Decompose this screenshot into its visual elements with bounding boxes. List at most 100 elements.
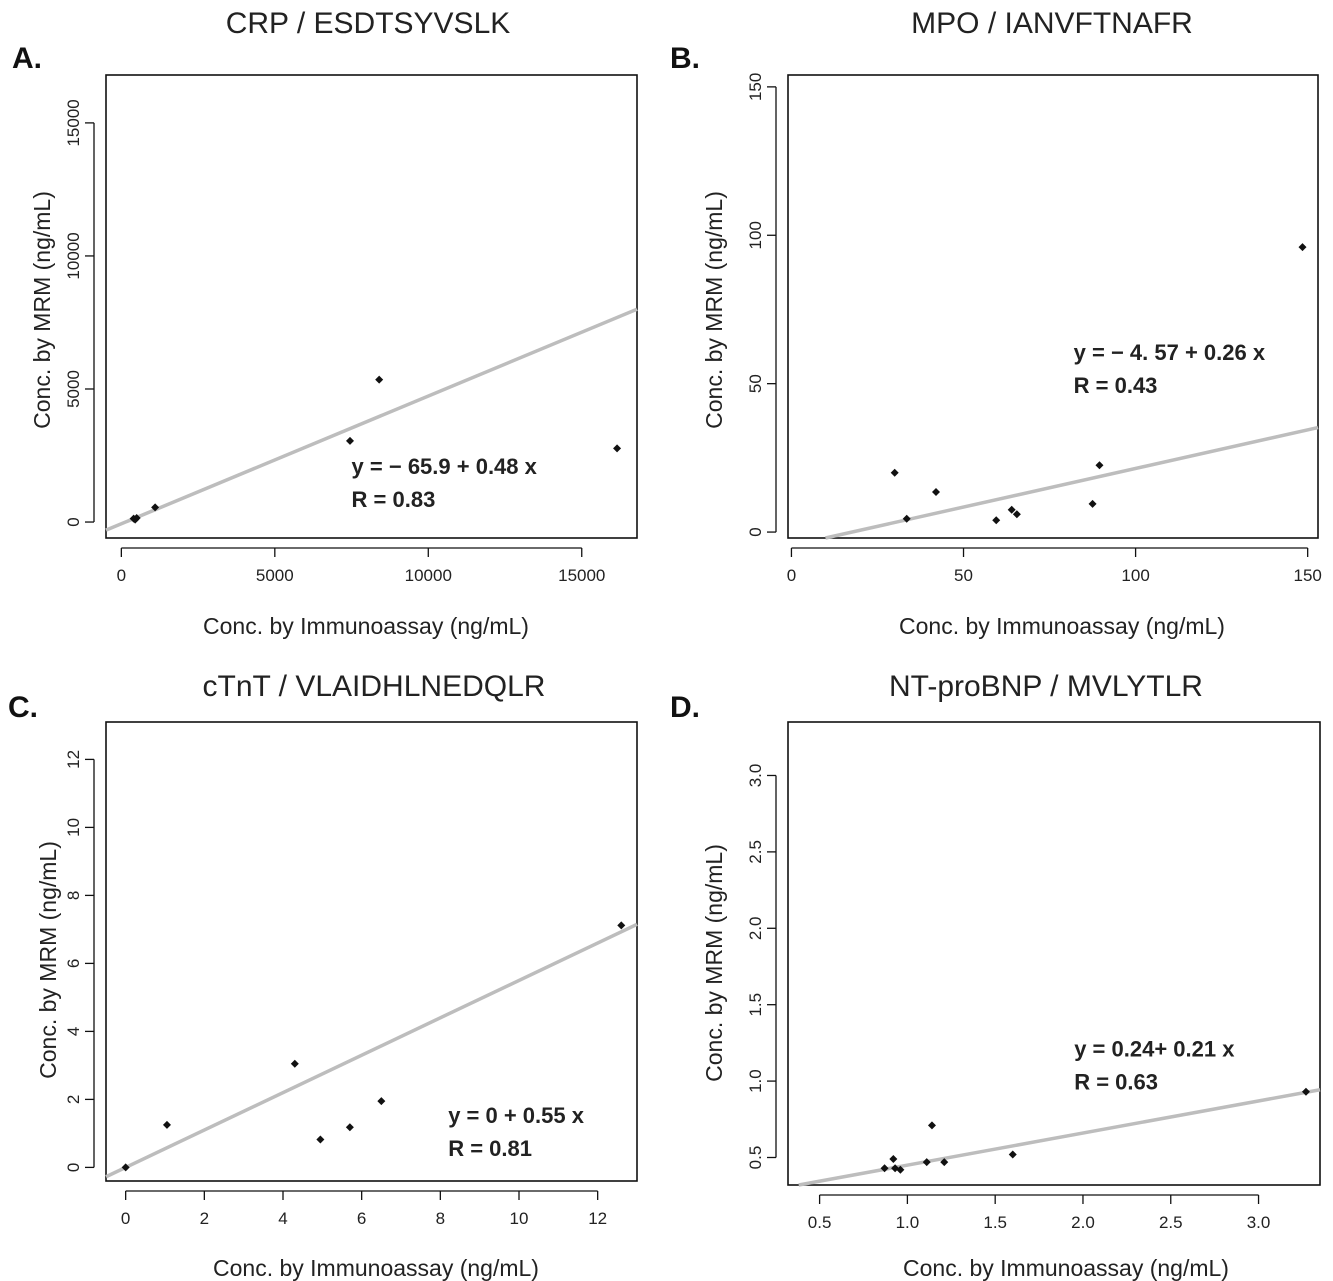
panel-c-x-tick-label: 8: [436, 1209, 445, 1228]
panel-a-letter: A.: [12, 42, 42, 75]
panel-b-x-tick-label: 50: [954, 566, 973, 585]
panel-d-x-tick-label: 1.5: [983, 1213, 1007, 1232]
panel-b-x-tick-label: 100: [1121, 566, 1149, 585]
panel-d-y-tick-label: 2.0: [746, 916, 765, 940]
panel-c-y-tick-label: 4: [64, 1027, 83, 1036]
panel-c-letter: C.: [8, 691, 38, 724]
panel-a-data-point: [132, 514, 141, 523]
panel-a-x-tick-label: 15000: [558, 566, 605, 585]
panel-d-data-point: [927, 1121, 936, 1130]
panel-c-plot-frame: [105, 721, 638, 1182]
panel-d-data-point: [889, 1155, 898, 1164]
panel-c-regression-line: [105, 922, 638, 1179]
panel-b-letter: B.: [670, 42, 700, 75]
panel-a-x-tick-label: 10000: [405, 566, 452, 585]
panel-a-equation: y = − 65.9 + 0.48 x: [352, 454, 538, 479]
panel-a-y-axis-label: Conc. by MRM (ng/mL): [29, 191, 55, 429]
panel-c-x-tick-label: 12: [588, 1209, 607, 1228]
panel-b-equation: y = − 4. 57 + 0.26 x: [1074, 340, 1266, 365]
panel-d-plot-frame: [787, 721, 1321, 1186]
panel-d-data-point: [940, 1158, 949, 1167]
panel-c-data-point: [345, 1123, 354, 1132]
panel-c-r-value: R = 0.81: [448, 1136, 532, 1161]
panel-d-data-point: [880, 1164, 889, 1173]
panel-b-data-point: [890, 468, 899, 477]
panel-c-data-point: [316, 1135, 325, 1144]
panel-a-plot-frame: [105, 74, 638, 539]
panel-b-x-axis-label: Conc. by Immunoassay (ng/mL): [899, 613, 1225, 639]
panel-d-x-tick-label: 3.0: [1247, 1213, 1271, 1232]
panel-b-y-tick-label: 150: [746, 73, 765, 101]
panel-c-data-point: [377, 1097, 386, 1106]
panel-c-y-tick-label: 2: [64, 1095, 83, 1104]
panel-a-x-tick-label: 5000: [256, 566, 294, 585]
panel-d-y-axis-label: Conc. by MRM (ng/mL): [701, 844, 727, 1082]
panel-d-x-tick-label: 2.0: [1071, 1213, 1095, 1232]
panel-c-x-tick-label: 0: [121, 1209, 130, 1228]
panel-a-y-tick-label: 10000: [64, 232, 83, 279]
panel-b-data-point: [1095, 461, 1104, 470]
panel-b-data-point: [931, 487, 940, 496]
panel-d-data-point: [1008, 1150, 1017, 1159]
panel-a-y-tick-label: 5000: [64, 370, 83, 408]
panel-c-y-tick-label: 0: [64, 1163, 83, 1172]
panel-b-x-tick-label: 150: [1293, 566, 1321, 585]
panel-d-y-tick-label: 3.0: [746, 764, 765, 788]
panel-a-y-tick-label: 0: [64, 517, 83, 526]
panel-c-data-point: [290, 1059, 299, 1068]
panel-d-y-tick-label: 0.5: [746, 1146, 765, 1170]
panel-d-title: NT-proBNP / MVLYTLR: [889, 670, 1203, 703]
panel-c-x-tick-label: 10: [510, 1209, 529, 1228]
panel-b-y-axis-label: Conc. by MRM (ng/mL): [701, 191, 727, 429]
panel-a-regression-line: [105, 307, 638, 532]
panel-a-r-value: R = 0.83: [352, 487, 436, 512]
panel-c-equation: y = 0 + 0.55 x: [448, 1103, 585, 1128]
panel-d-x-tick-label: 0.5: [808, 1213, 832, 1232]
panel-a-x-tick-label: 0: [117, 566, 126, 585]
panel-c-x-tick-label: 2: [200, 1209, 209, 1228]
panel-d-r-value: R = 0.63: [1074, 1070, 1158, 1095]
panel-b-y-tick-label: 0: [746, 527, 765, 536]
panel-b-data-point: [1007, 505, 1016, 514]
panel-d-regression-line: [798, 1088, 1321, 1187]
panel-b-data-point: [1012, 510, 1021, 519]
panel-a-data-point: [151, 503, 160, 512]
panel-b: MPO / IANVFTNAFR B. 0 50 100 150 050100150 …: [670, 7, 1322, 639]
panel-d-letter: D.: [670, 691, 700, 724]
panel-c-y-tick-label: 12: [64, 750, 83, 769]
panel-a-y-tick-label: 15000: [64, 99, 83, 146]
panel-d-y-tick-label: 2.5: [746, 840, 765, 864]
panel-c-y-axis-label: Conc. by MRM (ng/mL): [35, 841, 61, 1079]
panel-c-x-tick-label: 6: [357, 1209, 366, 1228]
panel-d-equation: y = 0.24+ 0.21 x: [1074, 1037, 1235, 1062]
panel-a-title: CRP / ESDTSYVSLK: [226, 7, 511, 40]
panel-a-data-point: [613, 444, 622, 453]
panel-d-y-tick-label: 1.5: [746, 993, 765, 1017]
panel-d-x-tick-label: 2.5: [1159, 1213, 1183, 1232]
panel-c-y-tick-label: 10: [64, 818, 83, 837]
panel-b-y-tick-label: 50: [746, 374, 765, 393]
panel-b-data-point: [992, 516, 1001, 525]
panel-a: CRP / ESDTSYVSLK A. 0 5000 10000 15000 0 500…: [12, 7, 638, 639]
panel-d-x-axis-label: Conc. by Immunoassay (ng/mL): [903, 1255, 1229, 1281]
panel-b-x-tick-label: 0: [787, 566, 796, 585]
panel-c-y-tick-label: 8: [64, 891, 83, 900]
panel-b-plot-frame: [787, 74, 1319, 539]
panel-a-data-point: [375, 375, 384, 384]
panel-b-data-point: [1088, 499, 1097, 508]
panel-c-data-point: [617, 921, 626, 930]
panel-c: cTnT / VLAIDHLNEDQLR C. 0 2 4 6 8 10 12 0 2 4 6 8 1…: [8, 670, 638, 1281]
panel-c-x-axis-label: Conc. by Immunoassay (ng/mL): [213, 1255, 539, 1281]
panel-b-data-point: [1298, 243, 1307, 252]
panel-b-title: MPO / IANVFTNAFR: [911, 7, 1193, 40]
panel-d-y-tick-label: 1.0: [746, 1069, 765, 1093]
panel-a-x-axis-label: Conc. by Immunoassay (ng/mL): [203, 613, 529, 639]
panel-b-data-point: [902, 514, 911, 523]
panel-c-data-point: [121, 1163, 130, 1172]
panel-d: NT-proBNP / MVLYTLR D. 0.5 1.0 1.5 2.0 2.5 3.…: [670, 670, 1321, 1281]
panel-b-regression-line: [825, 425, 1319, 540]
panel-c-x-tick-label: 4: [278, 1209, 287, 1228]
panel-d-data-point: [922, 1158, 931, 1167]
panel-c-y-tick-label: 6: [64, 959, 83, 968]
